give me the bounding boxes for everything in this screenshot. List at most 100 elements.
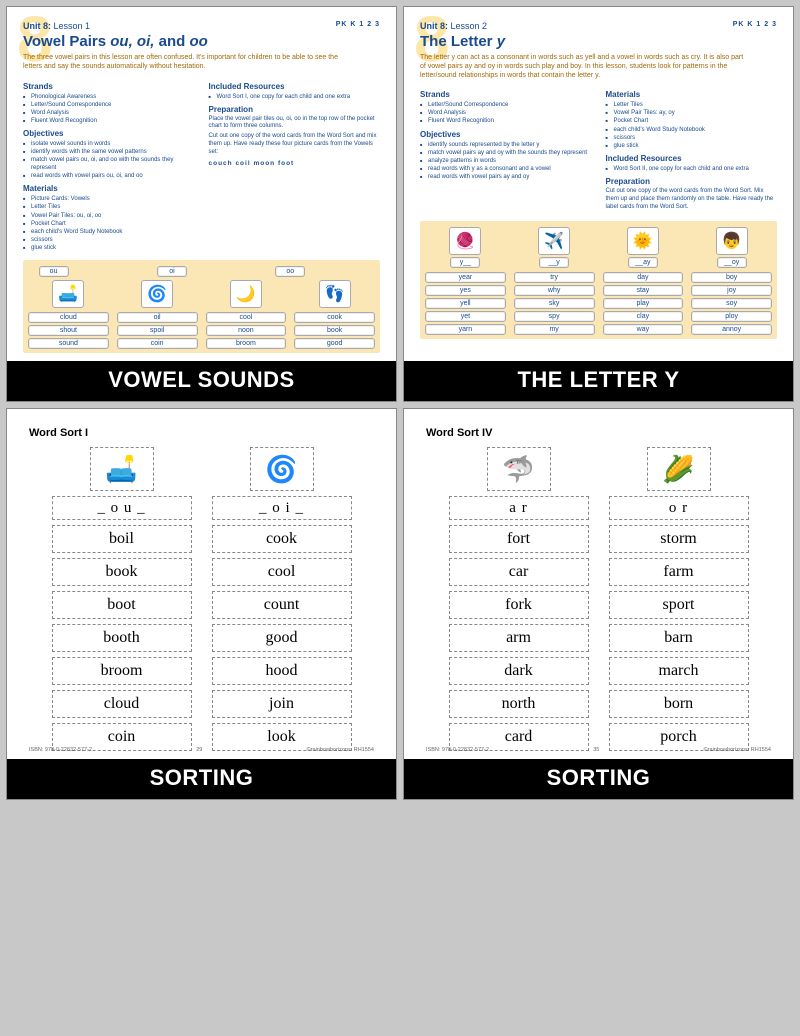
label-letter-y: THE LETTER Y — [404, 361, 793, 401]
word-chip: play — [603, 298, 684, 309]
sort-card: good — [212, 624, 352, 652]
sort-icon: 🌽 — [647, 447, 711, 491]
thumbnail-grid: 8 PK K 1 2 3 Unit 8: Lesson 1 Vowel Pair… — [0, 0, 800, 806]
lesson2-page: 8 PK K 1 2 3 Unit 8: Lesson 2 The Letter… — [404, 7, 793, 361]
list-item: each child's Word Study Notebook — [606, 126, 778, 134]
word-chip: clay — [603, 311, 684, 322]
panel-word-sort-1: Word Sort I 🛋️_ o u _boilbookbootboothbr… — [6, 408, 397, 800]
word-chip: yarn — [425, 324, 506, 335]
publisher: ©rainbowhorizons RH1554 — [307, 747, 374, 753]
list-item: each child's Word Study Notebook — [23, 228, 195, 236]
fly-icon: ✈️ — [538, 227, 570, 255]
word-chip: why — [514, 285, 595, 296]
sort-card: barn — [609, 624, 749, 652]
lesson1-intro: The three vowel pairs in this lesson are… — [23, 54, 351, 72]
label-sorting: SORTING — [404, 759, 793, 799]
isbn: ISBN: 978-0-22832-577-2 — [29, 747, 92, 753]
sort-card: cloud — [52, 690, 192, 718]
sort-card: count — [212, 591, 352, 619]
pocket-chart-2: 🧶y__ ✈️__y 🌞__ay 👦__oy yearyesyellyetyar… — [420, 221, 777, 339]
sort-card: farm — [609, 558, 749, 586]
list-item: read words with vowel pairs ay and oy — [420, 173, 592, 181]
word-chip: broom — [206, 338, 287, 349]
sort-icon: 🌀 — [250, 447, 314, 491]
word-chip: good — [294, 338, 375, 349]
obj-list: identify sounds represented by the lette… — [420, 141, 592, 181]
moon-icon: 🌙 — [230, 280, 262, 308]
h-inc: Included Resources — [606, 154, 778, 163]
list-item: identify sounds represented by the lette… — [420, 141, 592, 149]
label-sorting: SORTING — [7, 759, 396, 799]
panel-letter-y: 8 PK K 1 2 3 Unit 8: Lesson 2 The Letter… — [403, 6, 794, 402]
word-chip: coin — [117, 338, 198, 349]
panel-word-sort-4: Word Sort IV 🦈a rfortcarforkarmdarknorth… — [403, 408, 794, 800]
h-prep: Preparation — [606, 177, 778, 186]
word-chip: noon — [206, 325, 287, 336]
list-item: Word Sort I, one copy for each child and… — [209, 93, 381, 101]
isbn: ISBN: 978-0-22832-577-2 — [426, 747, 489, 753]
list-item: isolate vowel sounds in words — [23, 140, 195, 148]
word-chip: boy — [691, 272, 772, 283]
coil-icon: 🌀 — [141, 280, 173, 308]
label-vowel-sounds: VOWEL SOUNDS — [7, 361, 396, 401]
list-item: read words with vowel pairs ou, oi, and … — [23, 172, 195, 180]
mat-list: Letter TilesVowel Pair Tiles: ay, oyPock… — [606, 101, 778, 150]
list-item: Vowel Pair Tiles: ay, oy — [606, 109, 778, 117]
list-item: scissors — [23, 236, 195, 244]
h-strands: Strands — [23, 82, 195, 91]
prep2: Cut out one copy of the word cards from … — [209, 133, 381, 156]
sort-card: hood — [212, 657, 352, 685]
sort-card: storm — [609, 525, 749, 553]
word-chip: try — [514, 272, 595, 283]
couch-icon: 🛋️ — [52, 280, 84, 308]
list-item: Picture Cards: Vowels — [23, 195, 195, 203]
publisher: ©rainbowhorizons RH1554 — [704, 747, 771, 753]
ready-words: couch coil moon foot — [209, 160, 381, 167]
list-item: analyze patterns in words — [420, 157, 592, 165]
list-item: Letter Tiles — [606, 101, 778, 109]
list-item: Word Sort II, one copy for each child an… — [606, 165, 778, 173]
page-num: 29 — [196, 747, 202, 753]
sort-card: boot — [52, 591, 192, 619]
unit-line: Unit 8: Lesson 2 — [420, 21, 777, 31]
chart2-words: yearyesyellyetyarntrywhyskyspymydaystayp… — [424, 272, 773, 335]
word-chip: book — [294, 325, 375, 336]
mat-list: Picture Cards: VowelsLetter TilesVowel P… — [23, 195, 195, 252]
sort-card: born — [609, 690, 749, 718]
sort-card: fork — [449, 591, 589, 619]
ws1-title: Word Sort I — [29, 427, 374, 439]
sort-card: fort — [449, 525, 589, 553]
prep1: Cut out one copy of the word cards from … — [606, 188, 778, 211]
word-chip: spoil — [117, 325, 198, 336]
word-chip: way — [603, 324, 684, 335]
word-chip: cloud — [28, 312, 109, 323]
word-chip: shout — [28, 325, 109, 336]
word-chip: soy — [691, 298, 772, 309]
lesson2-intro: The letter y can act as a consonant in w… — [420, 54, 748, 80]
inc-list: Word Sort I, one copy for each child and… — [209, 93, 381, 101]
sort-header: o r — [609, 496, 749, 520]
ws4-cols: 🦈a rfortcarforkarmdarknorthcard🌽o rstorm… — [426, 447, 771, 751]
word-chip: sound — [28, 338, 109, 349]
sort-card: north — [449, 690, 589, 718]
lesson1-title: Vowel Pairs ou, oi, and oo — [23, 33, 380, 50]
sort-card: booth — [52, 624, 192, 652]
list-item: identify words with the same vowel patte… — [23, 148, 195, 156]
sort-card: boil — [52, 525, 192, 553]
sort-header: _ o i _ — [212, 496, 352, 520]
lesson1-page: 8 PK K 1 2 3 Unit 8: Lesson 1 Vowel Pair… — [7, 7, 396, 361]
inc-list: Word Sort II, one copy for each child an… — [606, 165, 778, 173]
word-chip: stay — [603, 285, 684, 296]
word-chip: yell — [425, 298, 506, 309]
list-item: Letter/Sound Correspondence — [420, 101, 592, 109]
list-item: Vowel Pair Tiles: ou, oi, oo — [23, 212, 195, 220]
word-chip: sky — [514, 298, 595, 309]
word-chip: year — [425, 272, 506, 283]
h-obj: Objectives — [23, 129, 195, 138]
chart1-words: cloudshoutsoundoilspoilcoincoolnoonbroom… — [27, 312, 376, 349]
pocket-chart-1: ou oi oo 🛋️ 🌀 🌙 👣 cloudshoutsoundoilspoi… — [23, 260, 380, 353]
sort-header: a r — [449, 496, 589, 520]
list-item: match vowel pairs ou, oi, and oo with th… — [23, 156, 195, 172]
sort-card: car — [449, 558, 589, 586]
sort-icon: 🦈 — [487, 447, 551, 491]
